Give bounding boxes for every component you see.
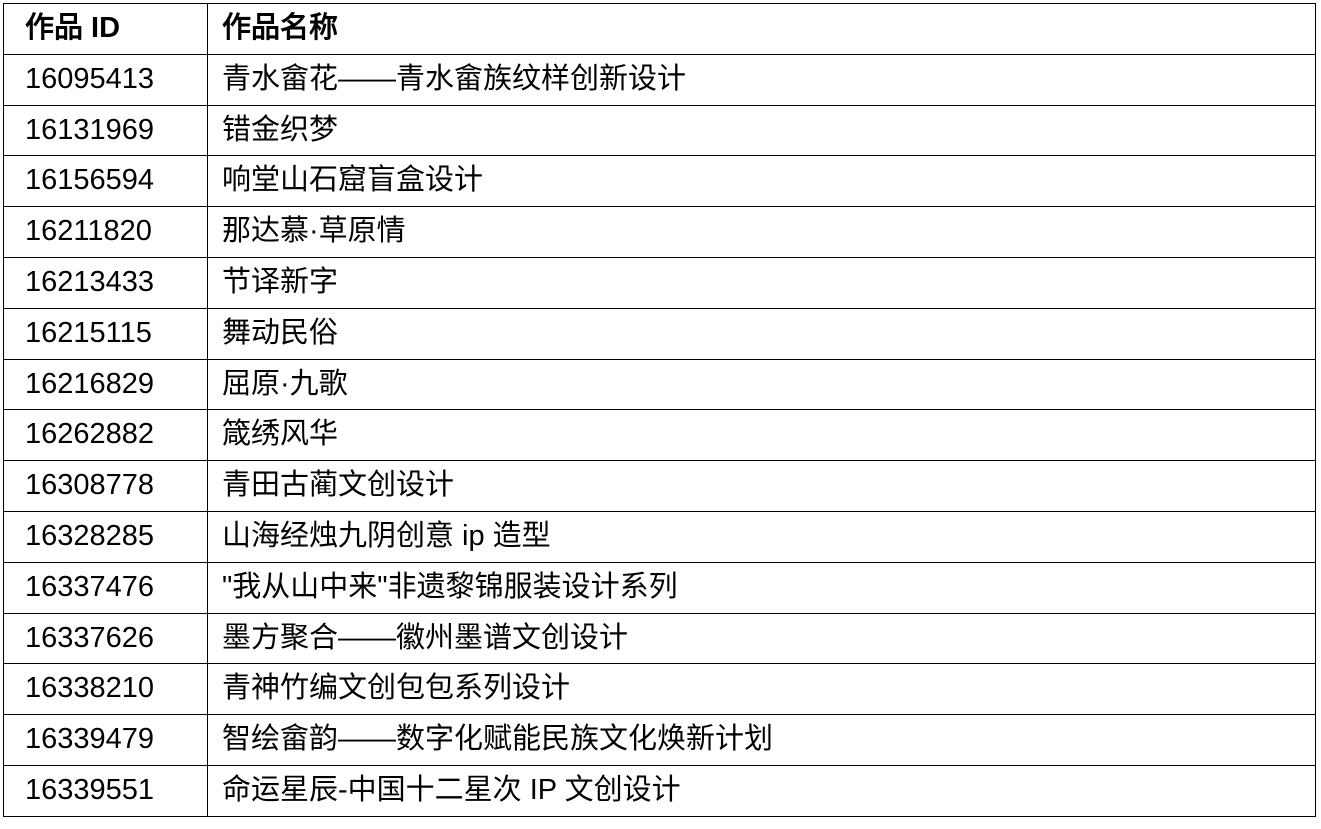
work-name-cell: 箴绣风华 <box>207 409 1316 462</box>
work-name-cell: "我从山中来"非遗黎锦服装设计系列 <box>207 561 1316 614</box>
works-table: 作品 ID 作品名称 16095413 青水畲花——青水畲族纹样创新设计 161… <box>3 3 1316 817</box>
table-row: 16131969 错金织梦 <box>3 104 1316 157</box>
table-row: 16095413 青水畲花——青水畲族纹样创新设计 <box>3 53 1316 106</box>
column-header-work-id: 作品 ID <box>3 3 208 55</box>
work-id-cell: 16337626 <box>3 612 208 665</box>
work-id-cell: 16337476 <box>3 561 208 614</box>
work-name-cell: 青神竹编文创包包系列设计 <box>207 663 1316 716</box>
work-id-cell: 16211820 <box>3 206 208 258</box>
work-name-cell: 墨方聚合——徽州墨谱文创设计 <box>207 612 1316 665</box>
table-row: 16337476 "我从山中来"非遗黎锦服装设计系列 <box>3 561 1316 614</box>
work-id-cell: 16339479 <box>3 714 208 766</box>
work-name-cell: 山海经烛九阴创意 ip 造型 <box>207 510 1316 563</box>
table-row: 16216829 屈原·九歌 <box>3 358 1316 411</box>
work-id-cell: 16216829 <box>3 358 208 411</box>
work-name-cell: 命运星辰-中国十二星次 IP 文创设计 <box>207 764 1316 817</box>
work-name-cell: 舞动民俗 <box>207 307 1316 360</box>
work-id-cell: 16338210 <box>3 663 208 716</box>
table-row: 16328285 山海经烛九阴创意 ip 造型 <box>3 510 1316 563</box>
work-id-cell: 16215115 <box>3 307 208 360</box>
work-id-cell: 16262882 <box>3 409 208 462</box>
work-id-cell: 16339551 <box>3 764 208 817</box>
column-header-work-name: 作品名称 <box>207 3 1316 55</box>
table-row: 16338210 青神竹编文创包包系列设计 <box>3 663 1316 716</box>
work-name-cell: 青水畲花——青水畲族纹样创新设计 <box>207 53 1316 106</box>
table-row: 16308778 青田古蔺文创设计 <box>3 460 1316 512</box>
work-id-cell: 16131969 <box>3 104 208 157</box>
work-name-cell: 响堂山石窟盲盒设计 <box>207 155 1316 208</box>
table-row: 16156594 响堂山石窟盲盒设计 <box>3 155 1316 208</box>
work-name-cell: 节译新字 <box>207 256 1316 309</box>
work-name-cell: 智绘畲韵——数字化赋能民族文化焕新计划 <box>207 714 1316 766</box>
table-row: 16339479 智绘畲韵——数字化赋能民族文化焕新计划 <box>3 714 1316 766</box>
header-row: 作品 ID 作品名称 <box>3 3 1316 55</box>
work-id-cell: 16328285 <box>3 510 208 563</box>
work-id-cell: 16156594 <box>3 155 208 208</box>
table-row: 16337626 墨方聚合——徽州墨谱文创设计 <box>3 612 1316 665</box>
work-name-cell: 屈原·九歌 <box>207 358 1316 411</box>
work-id-cell: 16308778 <box>3 460 208 512</box>
work-id-cell: 16213433 <box>3 256 208 309</box>
table-row: 16262882 箴绣风华 <box>3 409 1316 462</box>
table-row: 16211820 那达慕·草原情 <box>3 206 1316 258</box>
work-id-cell: 16095413 <box>3 53 208 106</box>
work-name-cell: 青田古蔺文创设计 <box>207 460 1316 512</box>
table-row: 16213433 节译新字 <box>3 256 1316 309</box>
table-row: 16339551 命运星辰-中国十二星次 IP 文创设计 <box>3 764 1316 817</box>
work-name-cell: 错金织梦 <box>207 104 1316 157</box>
table-row: 16215115 舞动民俗 <box>3 307 1316 360</box>
work-name-cell: 那达慕·草原情 <box>207 206 1316 258</box>
